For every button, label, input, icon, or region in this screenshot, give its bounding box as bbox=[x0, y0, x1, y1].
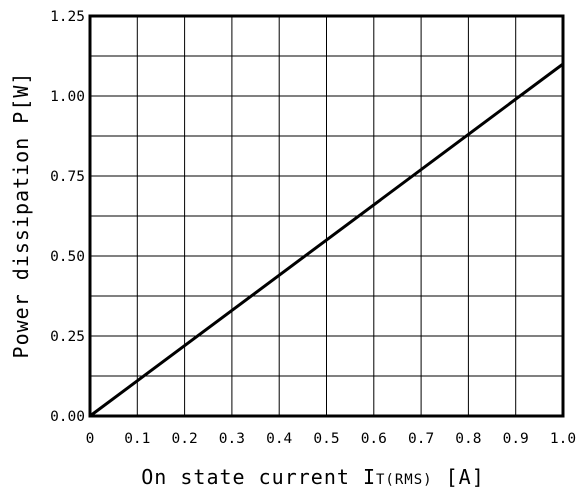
x-tick-label: 0.2 bbox=[171, 431, 197, 447]
plot-frame bbox=[88, 14, 565, 418]
y-tick-label: 0.50 bbox=[50, 249, 85, 265]
x-tick-label: 0.7 bbox=[408, 431, 434, 447]
x-tick-label: 0.9 bbox=[503, 431, 529, 447]
x-tick-label: 0.6 bbox=[361, 431, 387, 447]
series-line bbox=[89, 62, 564, 418]
x-tick-label: 1.0 bbox=[550, 431, 576, 447]
series-group bbox=[89, 62, 564, 418]
x-axis-label-main: On state current I bbox=[141, 465, 376, 489]
y-axis-label: Power dissipation P[W] bbox=[9, 72, 33, 359]
x-tick-label: 0.8 bbox=[455, 431, 481, 447]
x-tick-label: 0.1 bbox=[124, 431, 150, 447]
x-tick-label: 0.5 bbox=[313, 431, 339, 447]
y-tick-label: 0.75 bbox=[50, 169, 85, 185]
x-axis-label: On state current IT(RMS) [A] bbox=[141, 465, 485, 489]
y-tick-label: 1.25 bbox=[50, 9, 85, 25]
y-tick-label: 0.00 bbox=[50, 409, 85, 425]
y-tick-label: 1.00 bbox=[50, 89, 85, 105]
y-tick-label: 0.25 bbox=[50, 329, 85, 345]
x-tick-label: 0.3 bbox=[219, 431, 245, 447]
x-axis-label-unit: [A] bbox=[433, 465, 485, 489]
x-tick-labels: 0 0.1 0.2 0.3 0.4 0.5 0.6 0.7 0.8 0.9 1.0 bbox=[86, 431, 576, 447]
x-tick-label: 0.4 bbox=[266, 431, 292, 447]
grid-lines bbox=[90, 16, 563, 416]
x-tick-label: 0 bbox=[86, 431, 95, 447]
y-tick-labels: 0.00 0.25 0.50 0.75 1.00 1.25 bbox=[50, 9, 85, 425]
x-axis-label-subscript: T(RMS) bbox=[376, 472, 433, 488]
